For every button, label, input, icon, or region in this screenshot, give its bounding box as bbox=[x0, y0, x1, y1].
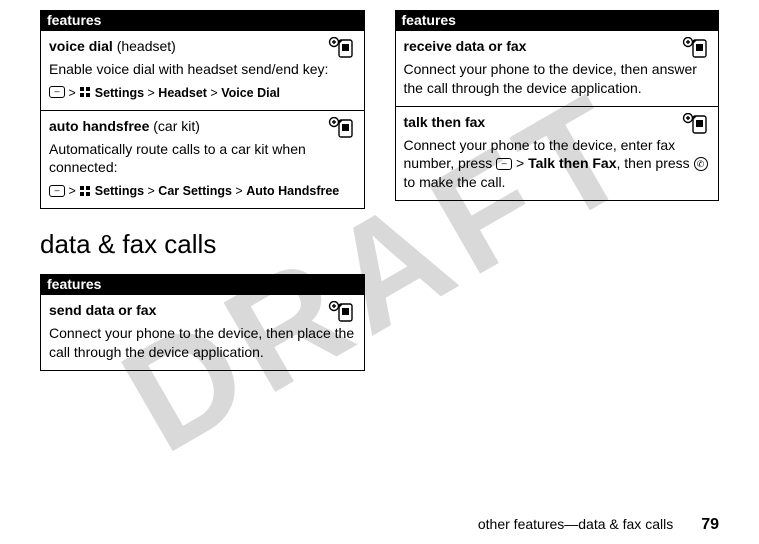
body-post: to make the call. bbox=[404, 174, 506, 190]
path-p2: Voice Dial bbox=[221, 86, 280, 100]
menu-key-icon bbox=[49, 86, 65, 98]
nav-path: > Settings > Headset > Voice Dial bbox=[49, 85, 356, 102]
send-key-icon: ✆ bbox=[694, 157, 708, 171]
cell-voice-dial: voice dial (headset) Enable voice dial w… bbox=[41, 30, 364, 110]
sim-plus-icon bbox=[680, 113, 710, 135]
path-settings: Settings bbox=[95, 86, 144, 100]
cell-title: talk then fax bbox=[404, 114, 486, 130]
cell-talk-then-fax: talk then fax Connect your phone to the … bbox=[396, 106, 719, 201]
features-box-data-fax-right: features receive data or fax Connect you… bbox=[395, 10, 720, 201]
cell-body: Connect your phone to the device, then a… bbox=[404, 60, 711, 98]
path-p2: Auto Handsfree bbox=[246, 184, 339, 198]
footer-text: other features—data & fax calls bbox=[478, 516, 673, 532]
cell-title-paren: (car kit) bbox=[149, 118, 200, 134]
left-column: features voice dial (headset) Enable voi… bbox=[40, 10, 365, 490]
page-footer: other features—data & fax calls 79 bbox=[478, 516, 719, 534]
cell-title: auto handsfree bbox=[49, 118, 149, 134]
features-box-handsfree: features voice dial (headset) Enable voi… bbox=[40, 10, 365, 209]
cell-title: send data or fax bbox=[49, 302, 156, 318]
settings-icon bbox=[79, 86, 91, 98]
menu-key-icon bbox=[496, 158, 512, 170]
features-header: features bbox=[41, 274, 364, 294]
path-tail: Talk then Fax bbox=[528, 155, 616, 171]
settings-icon bbox=[79, 185, 91, 197]
cell-body: Connect your phone to the device, then p… bbox=[49, 324, 356, 362]
cell-body: Enable voice dial with headset send/end … bbox=[49, 60, 356, 79]
cell-auto-handsfree: auto handsfree (car kit) Automatically r… bbox=[41, 110, 364, 209]
sim-plus-icon bbox=[680, 37, 710, 59]
path-p1: Headset bbox=[158, 86, 207, 100]
press-then: , then press bbox=[617, 155, 694, 171]
path-settings: Settings bbox=[95, 184, 144, 198]
cell-body-composite: Connect your phone to the device, enter … bbox=[404, 136, 711, 193]
right-column: features receive data or fax Connect you… bbox=[395, 10, 720, 490]
cell-title: receive data or fax bbox=[404, 38, 527, 54]
path-p1: Car Settings bbox=[158, 184, 232, 198]
sim-plus-icon bbox=[326, 117, 356, 139]
section-title: data & fax calls bbox=[40, 229, 365, 260]
page-content: features voice dial (headset) Enable voi… bbox=[0, 0, 759, 490]
sim-plus-icon bbox=[326, 37, 356, 59]
cell-body: Automatically route calls to a car kit w… bbox=[49, 140, 356, 178]
nav-path: > Settings > Car Settings > Auto Handsfr… bbox=[49, 183, 356, 200]
features-header: features bbox=[41, 10, 364, 30]
cell-receive-data: receive data or fax Connect your phone t… bbox=[396, 30, 719, 106]
page-number: 79 bbox=[701, 516, 719, 534]
cell-send-data: send data or fax Connect your phone to t… bbox=[41, 294, 364, 370]
cell-title-paren: (headset) bbox=[113, 38, 176, 54]
features-box-data-fax-left: features send data or fax Connect your p… bbox=[40, 274, 365, 371]
features-header: features bbox=[396, 10, 719, 30]
cell-title: voice dial bbox=[49, 38, 113, 54]
menu-key-icon bbox=[49, 185, 65, 197]
sim-plus-icon bbox=[326, 301, 356, 323]
